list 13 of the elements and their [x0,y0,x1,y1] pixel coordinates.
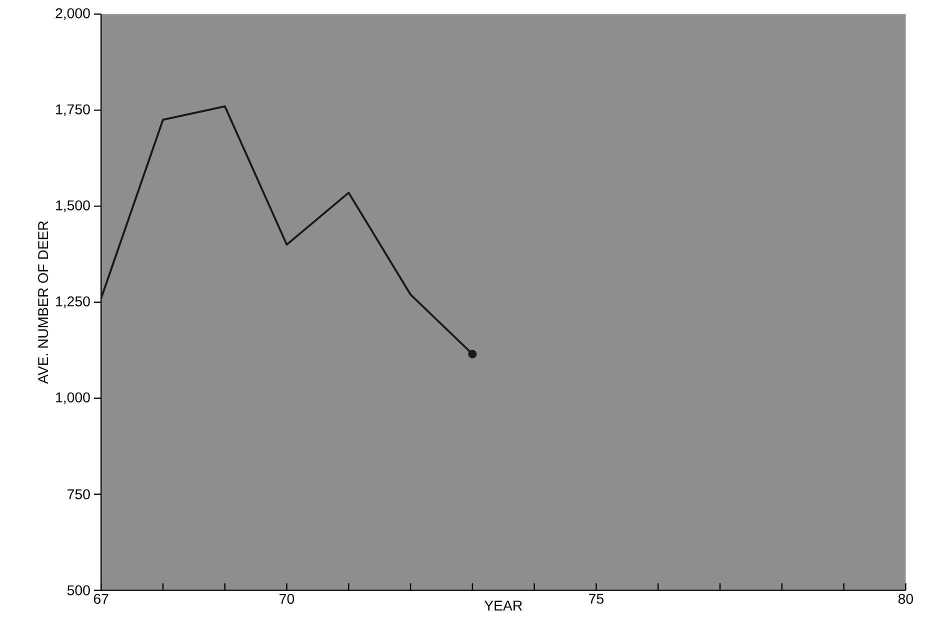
x-tick-label: 80 [898,594,914,604]
y-tick-label: 2,000 [56,8,90,20]
y-axis-title: AVE. NUMBER OF DEER [38,221,48,384]
y-tick-label: 1,000 [56,392,90,404]
x-tick-label: 67 [94,594,108,604]
x-tick-label: 70 [280,594,294,604]
y-tick-label: 1,500 [56,200,90,212]
y-tick-label: 750 [68,489,90,500]
y-tick-label: 1,750 [56,104,90,116]
y-tick-label: 500 [67,585,90,596]
y-tick-label: 1,250 [56,296,90,308]
x-axis-title: YEAR [484,600,522,611]
x-tick-label: 75 [589,594,604,604]
